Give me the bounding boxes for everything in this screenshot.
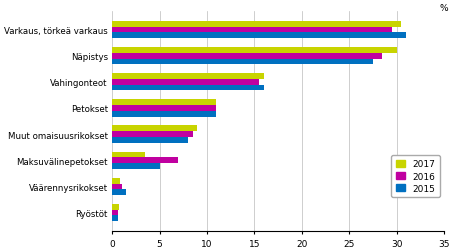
Bar [112, 204, 119, 210]
Bar [112, 158, 178, 164]
Legend: 2017, 2016, 2015: 2017, 2016, 2015 [391, 155, 439, 198]
Bar [112, 27, 392, 33]
Bar [112, 184, 122, 190]
Bar [112, 111, 217, 117]
Bar [112, 80, 259, 85]
Bar [112, 137, 188, 143]
Bar [112, 132, 192, 137]
Bar [112, 85, 264, 91]
Bar [112, 164, 159, 169]
Bar [112, 215, 118, 221]
Bar [112, 22, 401, 27]
Bar [112, 59, 373, 65]
Bar [112, 178, 120, 184]
Bar [112, 48, 397, 53]
Bar [112, 33, 406, 39]
Bar [112, 53, 382, 59]
Bar [112, 152, 145, 158]
Bar [112, 190, 126, 195]
Bar [112, 100, 217, 106]
Text: %: % [440, 4, 449, 13]
Bar [112, 74, 264, 80]
Bar [112, 126, 197, 132]
Bar [112, 106, 217, 111]
Bar [112, 210, 118, 215]
